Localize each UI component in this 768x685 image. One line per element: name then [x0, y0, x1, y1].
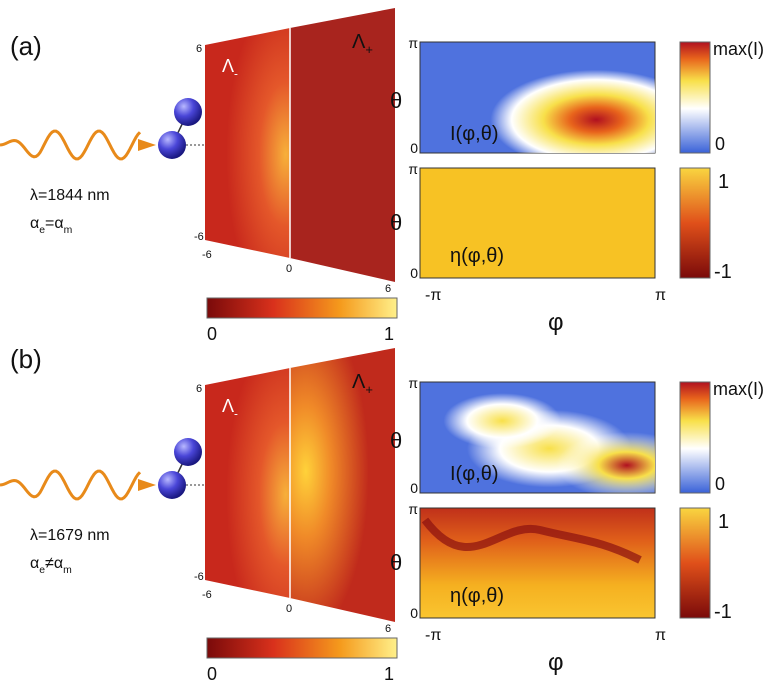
screen-left	[205, 28, 290, 258]
helix-wave	[0, 469, 142, 501]
screen-tick: 0	[286, 603, 292, 615]
map-label: η(φ,θ)	[450, 245, 504, 267]
colorbar	[679, 507, 711, 619]
y-tick: 0	[410, 265, 418, 281]
y-axis-label: θ	[390, 428, 402, 453]
screen-left	[205, 368, 290, 598]
screen-tick: 0	[286, 263, 292, 275]
map-label: η(φ,θ)	[450, 585, 504, 607]
alpha-relation-part: =α	[45, 215, 64, 232]
screen-tick: 6	[385, 623, 391, 635]
sphere	[158, 471, 186, 499]
alpha-relation-part: m	[64, 225, 73, 236]
alpha-relation-part: α	[30, 555, 39, 572]
alpha-relation-part: ≠α	[45, 555, 63, 572]
lambda-plus-part: +	[365, 382, 373, 397]
intensity-blob	[420, 42, 655, 153]
y-tick: 0	[410, 480, 418, 496]
screen-tick: -6	[202, 249, 212, 261]
y-axis-label: θ	[390, 88, 402, 113]
x-axis-label: φ	[548, 309, 564, 336]
colorbar-label: 0	[715, 134, 725, 154]
screen-tick: -6	[202, 589, 212, 601]
y-tick: π	[408, 501, 418, 517]
colorbar-label: 0	[207, 664, 217, 684]
helicity-map	[419, 167, 656, 279]
map-label: I(φ,θ)	[450, 123, 499, 145]
y-tick: π	[408, 375, 418, 391]
x-tick: -π	[425, 627, 441, 644]
y-axis-label: θ	[390, 550, 402, 575]
alpha-relation-part: α	[30, 215, 39, 232]
lambda-minus-part: -	[234, 407, 238, 420]
screen-right	[290, 8, 395, 282]
lambda-minus-part: -	[234, 67, 238, 80]
colorbar	[679, 41, 711, 154]
screen-tick: -6	[194, 571, 204, 583]
colorbar-label: max(I)	[713, 379, 764, 399]
colorbar	[679, 167, 711, 279]
lambda-plus-part: +	[365, 42, 373, 57]
colorbar-label: -1	[714, 601, 732, 623]
x-tick: π	[655, 627, 666, 644]
lambda-minus-part: Λ	[222, 56, 234, 76]
sphere	[174, 98, 202, 126]
y-tick: 0	[410, 140, 418, 156]
screen-tick: 6	[196, 43, 202, 55]
panel-label: (b)	[10, 344, 42, 374]
colorbar-label: 0	[207, 324, 217, 344]
colorbar-label: -1	[714, 261, 732, 283]
colorbar-label: 1	[718, 511, 729, 533]
arrow-head	[138, 139, 156, 151]
wavelength: λ=1679 nm	[30, 527, 110, 544]
x-tick: -π	[425, 287, 441, 304]
lambda-plus: Λ+	[352, 31, 373, 57]
alpha-relation-part: m	[63, 565, 72, 576]
lambda-plus-part: Λ	[352, 371, 366, 393]
lambda-plus-part: Λ	[352, 31, 366, 53]
y-axis-label: θ	[390, 210, 402, 235]
y-tick: 0	[410, 605, 418, 621]
colorbar-label: 0	[715, 474, 725, 494]
colorbar-label: 1	[384, 664, 394, 684]
wavelength: λ=1844 nm	[30, 187, 110, 204]
alpha-relation-part: e	[39, 225, 45, 236]
helicity-feature	[421, 517, 642, 564]
x-tick: π	[655, 287, 666, 304]
alpha-relation: αe≠αm	[30, 555, 72, 576]
lambda-minus-part: Λ	[222, 396, 234, 416]
lambda-plus: Λ+	[352, 371, 373, 397]
colorbar	[206, 637, 398, 659]
colorbar	[206, 297, 398, 319]
panel-label: (a)	[10, 31, 42, 61]
screen-tick: -6	[194, 231, 204, 243]
colorbar-label: 1	[384, 324, 394, 344]
screen-tick: 6	[196, 383, 202, 395]
screen-tick: 6	[385, 283, 391, 295]
sphere	[158, 131, 186, 159]
colorbar-label: 1	[718, 171, 729, 193]
lambda-minus: Λ-	[222, 56, 238, 80]
colorbar	[679, 381, 711, 494]
y-tick: π	[408, 161, 418, 177]
alpha-relation: αe=αm	[30, 215, 72, 236]
screen-right	[290, 348, 395, 622]
colorbar-label: max(I)	[713, 39, 764, 59]
lambda-minus: Λ-	[222, 396, 238, 420]
arrow-head	[138, 479, 156, 491]
alpha-relation-part: e	[39, 565, 45, 576]
x-axis-label: φ	[548, 649, 564, 676]
y-tick: π	[408, 35, 418, 51]
helix-wave	[0, 129, 142, 161]
map-label: I(φ,θ)	[450, 463, 499, 485]
sphere	[174, 438, 202, 466]
intensity-blob	[420, 382, 655, 493]
